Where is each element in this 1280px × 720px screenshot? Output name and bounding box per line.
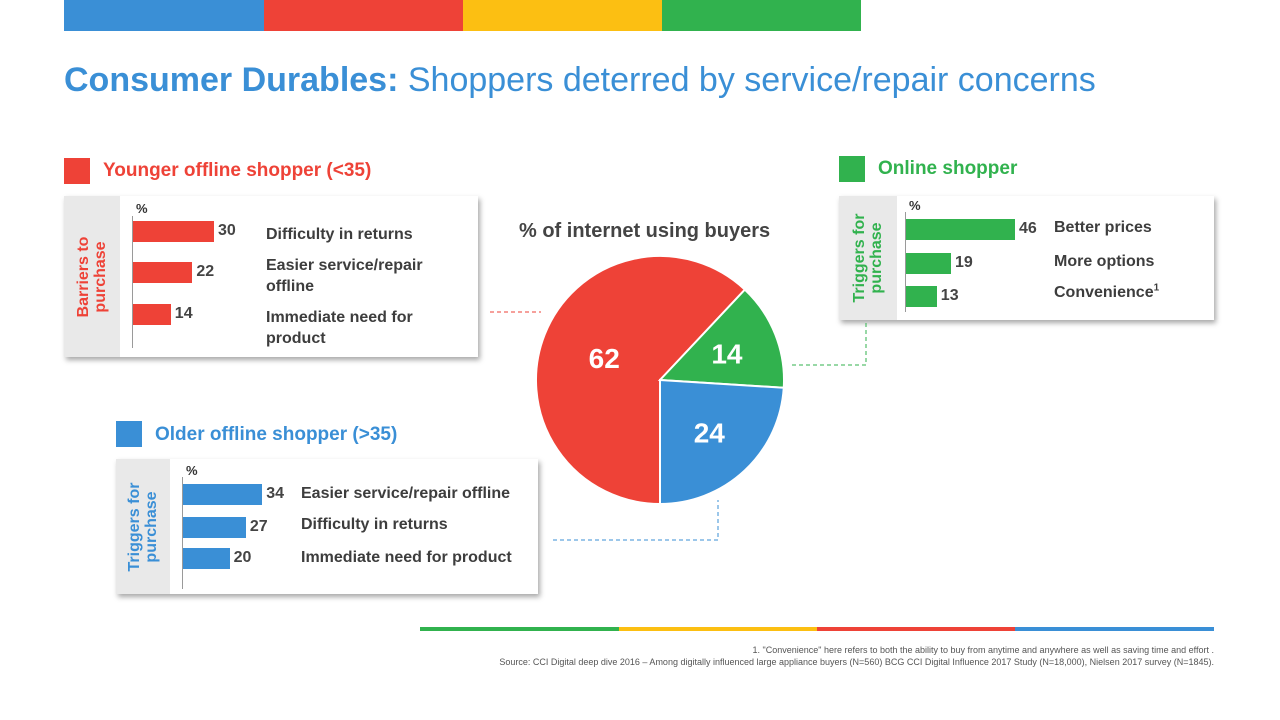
footer-bar-blue [1015, 627, 1214, 631]
group-label-online: Online shopper [878, 158, 1018, 179]
footnote-convenience: 1. "Convenience" here refers to both the… [752, 645, 1214, 655]
bar [183, 548, 230, 569]
footer-bar-red [817, 627, 1015, 631]
axis-line [905, 212, 906, 312]
bar [133, 221, 214, 242]
group-label-older: Older offline shopper (>35) [155, 424, 398, 445]
bar-category-label: Immediate need for product [301, 549, 512, 566]
percent-unit-label: % [186, 463, 198, 478]
card-online: Triggers for purchase % 46 Better prices 1… [839, 196, 1214, 320]
page-title: Consumer Durables: Shoppers deterred by … [64, 58, 1096, 102]
footer-bar-yellow [619, 627, 817, 631]
bar [133, 304, 171, 325]
footer-bar-green [420, 627, 619, 631]
card-side-older: Triggers for purchase [116, 459, 170, 594]
page-title-bold: Consumer Durables: [64, 61, 399, 99]
bar [133, 262, 193, 283]
top-bar-green [662, 0, 861, 31]
bar-value-label: 20 [233, 549, 252, 566]
pie-title: % of internet using buyers [519, 220, 771, 242]
pie-value-label: 24 [694, 417, 726, 448]
group-label-younger: Younger offline shopper (<35) [103, 160, 372, 181]
bar-value-label: 34 [266, 485, 285, 502]
side-label-older: Triggers for purchase [126, 482, 160, 571]
bar-value-label: 27 [249, 518, 268, 535]
bar-value-label: 14 [174, 305, 193, 322]
bar [183, 517, 246, 538]
pie-slice-younger [535, 255, 747, 506]
bar [183, 484, 263, 505]
percent-unit-label: % [909, 198, 921, 213]
side-label-online: Triggers for purchase [851, 214, 885, 303]
bar-value-label: 19 [955, 254, 973, 271]
card-older: Triggers for purchase % 34 Easier service… [116, 459, 538, 594]
bar-category-label: Easier service/repair offline [301, 485, 510, 502]
percent-unit-label: % [136, 201, 148, 216]
axis-line [182, 477, 183, 589]
pie-slice-online [657, 288, 785, 389]
pie-value-label: 62 [589, 343, 620, 374]
bar-category-label: Immediate need for product [266, 309, 413, 347]
bar-category-label: Better prices [1054, 219, 1152, 236]
bar [906, 253, 952, 274]
side-label-line: purchase [92, 240, 109, 313]
legend-square-older [116, 421, 142, 447]
bar-value-label: 22 [196, 263, 215, 280]
pie-chart: 62 14 24 [535, 255, 785, 506]
side-label-younger: Barriers to purchase [75, 236, 109, 317]
legend-square-younger [64, 158, 90, 184]
bar-value-label: 46 [1019, 220, 1037, 237]
bar-category-label: Difficulty in returns [266, 226, 413, 243]
top-bar-red [264, 0, 463, 31]
connector-online [792, 322, 867, 366]
side-label-line: purchase [143, 490, 160, 563]
bar-category-label: Difficulty in returns [301, 516, 448, 533]
legend-square-online [839, 156, 865, 182]
axis-line [132, 216, 133, 348]
side-label-line: Triggers for [851, 213, 868, 303]
top-bar-blue [64, 0, 264, 31]
card-side-online: Triggers for purchase [839, 196, 897, 320]
bar-value-label: 13 [940, 287, 959, 304]
bar [906, 219, 1016, 240]
bar-category-label: Convenience1 [1054, 282, 1160, 301]
card-younger: Barriers to purchase % 30 Difficulty in r… [64, 196, 478, 357]
footnote-source: Source: CCI Digital deep dive 2016 – Amo… [499, 657, 1214, 667]
card-side-younger: Barriers to purchase [64, 196, 120, 357]
page-title-rest: Shoppers deterred by service/repair conc… [407, 61, 1096, 99]
bar-category-label: More options [1054, 253, 1155, 270]
bar-value-label: 30 [218, 222, 236, 239]
pie-value-label: 14 [711, 338, 743, 369]
side-label-line: Triggers for [126, 482, 143, 571]
top-bar-yellow [463, 0, 662, 31]
bar-category-label: Easier service/repair offline [266, 257, 423, 295]
bar [906, 286, 937, 307]
side-label-line: Barriers to [75, 236, 92, 317]
side-label-line: purchase [868, 222, 885, 294]
